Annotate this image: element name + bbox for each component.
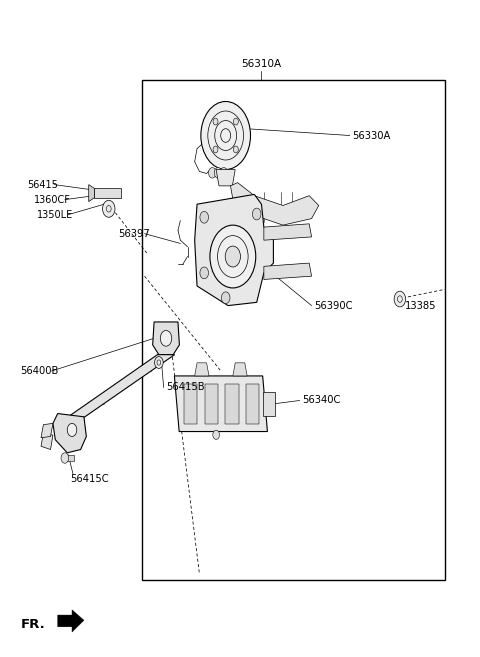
Polygon shape bbox=[41, 423, 53, 438]
Circle shape bbox=[225, 246, 240, 267]
Polygon shape bbox=[63, 355, 175, 420]
Circle shape bbox=[61, 453, 69, 463]
Circle shape bbox=[210, 225, 256, 288]
Text: 56390C: 56390C bbox=[314, 301, 352, 311]
Polygon shape bbox=[264, 263, 312, 279]
Text: 56310A: 56310A bbox=[241, 58, 282, 68]
Circle shape bbox=[213, 430, 219, 440]
Polygon shape bbox=[230, 183, 319, 225]
Bar bbox=[225, 384, 239, 424]
Text: 13385: 13385 bbox=[405, 301, 436, 311]
Text: 56400B: 56400B bbox=[21, 366, 59, 376]
Circle shape bbox=[394, 291, 406, 307]
Circle shape bbox=[233, 146, 239, 153]
Circle shape bbox=[155, 357, 163, 369]
Bar bbox=[263, 392, 275, 415]
Polygon shape bbox=[174, 376, 267, 432]
Text: 56340C: 56340C bbox=[302, 396, 340, 405]
Circle shape bbox=[213, 146, 218, 153]
Circle shape bbox=[233, 118, 239, 125]
Circle shape bbox=[208, 168, 216, 178]
Circle shape bbox=[252, 208, 261, 220]
Bar bbox=[204, 384, 218, 424]
Polygon shape bbox=[62, 455, 74, 461]
Circle shape bbox=[221, 292, 230, 304]
Polygon shape bbox=[195, 194, 274, 306]
Polygon shape bbox=[264, 224, 312, 240]
Circle shape bbox=[200, 267, 208, 279]
Text: 56415B: 56415B bbox=[166, 382, 204, 392]
Polygon shape bbox=[216, 170, 235, 186]
Polygon shape bbox=[53, 413, 86, 453]
Text: 56415: 56415 bbox=[28, 179, 59, 190]
Text: 56330A: 56330A bbox=[352, 131, 391, 141]
Bar bbox=[184, 384, 197, 424]
Polygon shape bbox=[233, 363, 247, 376]
Bar bbox=[142, 80, 445, 580]
Circle shape bbox=[200, 212, 208, 223]
Circle shape bbox=[201, 101, 251, 170]
Polygon shape bbox=[95, 189, 120, 198]
Circle shape bbox=[213, 118, 218, 125]
Polygon shape bbox=[89, 185, 95, 202]
Circle shape bbox=[160, 330, 172, 346]
Text: FR.: FR. bbox=[21, 618, 45, 631]
Circle shape bbox=[220, 168, 228, 178]
Polygon shape bbox=[41, 433, 53, 449]
Circle shape bbox=[67, 423, 77, 436]
Circle shape bbox=[214, 168, 222, 178]
Text: 56415C: 56415C bbox=[71, 474, 109, 484]
Polygon shape bbox=[58, 610, 84, 632]
Bar bbox=[246, 384, 259, 424]
Polygon shape bbox=[195, 363, 209, 376]
Circle shape bbox=[103, 200, 115, 217]
Text: 1350LE: 1350LE bbox=[37, 210, 73, 219]
Text: 56397: 56397 bbox=[118, 229, 150, 238]
Text: 1360CF: 1360CF bbox=[34, 194, 71, 204]
Polygon shape bbox=[153, 322, 180, 355]
